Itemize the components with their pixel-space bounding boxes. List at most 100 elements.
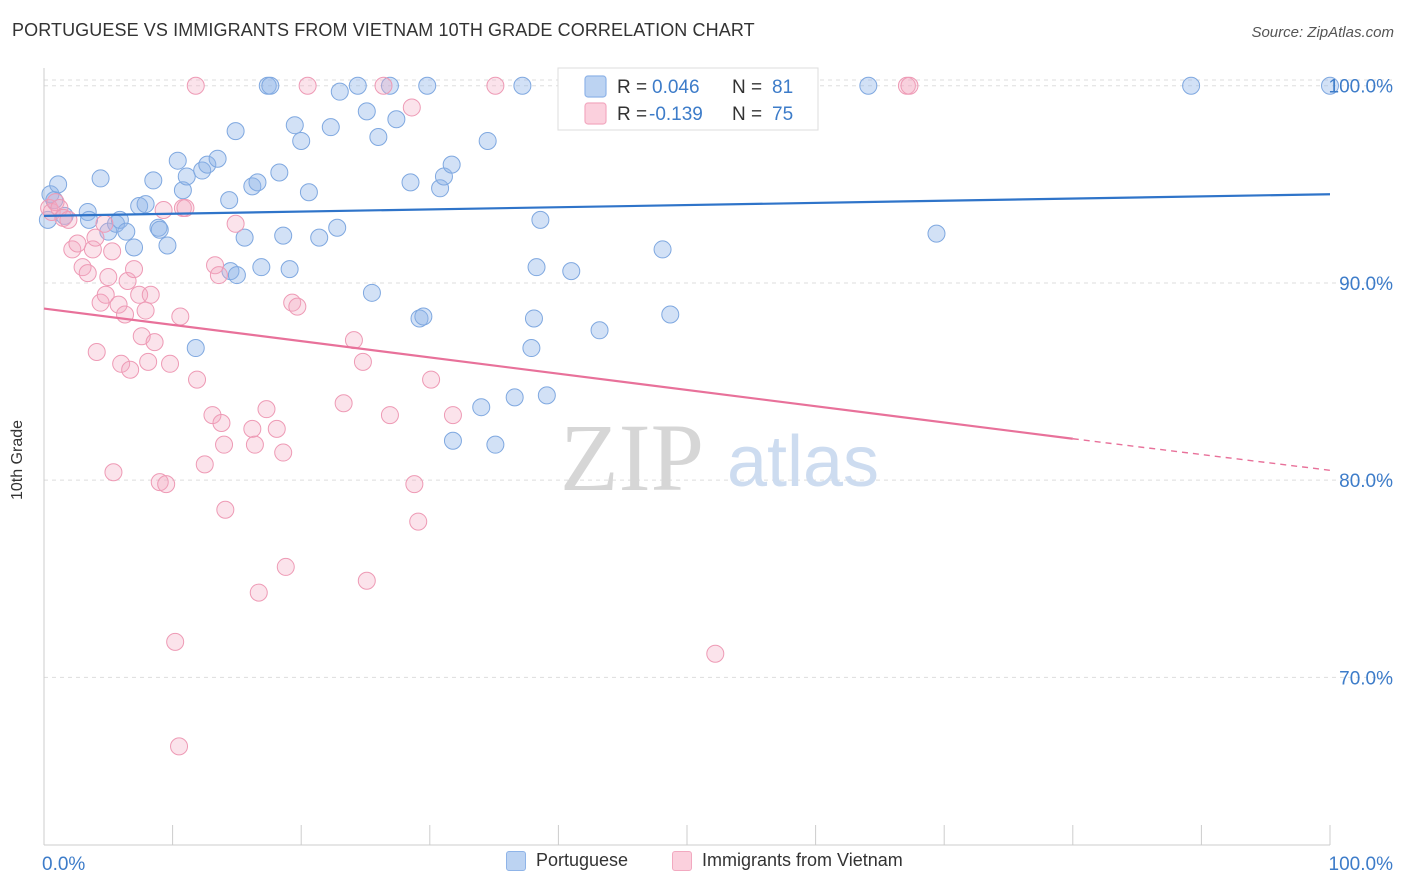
bottom-legend-swatch-vietnam (672, 850, 692, 871)
point-vietnam (203, 406, 222, 425)
legend-swatch-portuguese (584, 75, 607, 98)
x-tick-label-min: 0.0% (42, 854, 85, 875)
gridlines (44, 79, 1392, 678)
bottom-legend-label-vietnam: Immigrants from Vietnam (702, 850, 903, 870)
point-portuguese (414, 307, 433, 326)
point-vietnam (334, 394, 353, 413)
point-portuguese (927, 224, 946, 243)
point-portuguese (235, 228, 254, 247)
point-portuguese (285, 116, 304, 135)
point-portuguese (252, 258, 271, 277)
point-vietnam (706, 644, 725, 663)
point-portuguese (125, 238, 144, 257)
trendline-vietnam (43, 307, 1073, 440)
point-vietnam (125, 260, 144, 279)
point-portuguese (91, 169, 110, 188)
point-portuguese (310, 228, 329, 247)
point-portuguese (527, 258, 546, 277)
bottom-legend-portuguese[interactable]: Portuguese (506, 850, 628, 871)
point-vietnam (73, 258, 92, 277)
point-portuguese (562, 262, 581, 281)
y-tick-label: 100.0% (1329, 77, 1394, 98)
point-portuguese (193, 161, 212, 180)
point-portuguese (531, 210, 550, 229)
point-vietnam (157, 475, 176, 494)
legend-swatch-vietnam (584, 102, 607, 125)
bottom-legend: Portuguese Immigrants from Vietnam (0, 850, 1406, 880)
point-portuguese (401, 173, 420, 192)
bottom-legend-vietnam[interactable]: Immigrants from Vietnam (672, 850, 903, 871)
source-label: Source: ZipAtlas.com (1251, 24, 1394, 41)
point-vietnam (900, 76, 919, 95)
legend-n-value-1: 81 (772, 77, 793, 98)
legend-r-value-2: -0.139 (649, 104, 703, 125)
point-vietnam (215, 435, 234, 454)
point-portuguese (442, 155, 461, 174)
point-vietnam (486, 76, 505, 95)
point-portuguese (1182, 76, 1201, 95)
watermark: ZIP atlas (560, 404, 879, 511)
point-vietnam (276, 557, 295, 576)
point-vietnam (154, 200, 173, 219)
point-vietnam (78, 264, 97, 283)
trendline-vietnam-extension (1072, 438, 1331, 471)
point-portuguese (49, 175, 68, 194)
point-portuguese (505, 388, 524, 407)
point-vietnam (186, 76, 205, 95)
point-vietnam (353, 352, 372, 371)
point-vietnam (195, 455, 214, 474)
point-vietnam (103, 242, 122, 261)
bottom-legend-label-portuguese: Portuguese (536, 850, 629, 870)
point-vietnam (145, 333, 164, 352)
point-vietnam (422, 370, 441, 389)
point-portuguese (486, 435, 505, 454)
point-portuguese (299, 183, 318, 202)
point-portuguese (158, 236, 177, 255)
point-portuguese (270, 163, 289, 182)
legend-r-label-1: R = (617, 77, 647, 98)
point-portuguese (261, 76, 280, 95)
point-vietnam (112, 354, 131, 373)
point-vietnam (176, 199, 195, 218)
point-vietnam (288, 297, 307, 316)
point-vietnam (267, 419, 286, 438)
point-vietnam (216, 500, 235, 519)
point-portuguese (478, 131, 497, 150)
point-vietnam (118, 271, 137, 290)
y-tick-label: 80.0% (1339, 471, 1393, 492)
point-portuguese (248, 173, 267, 192)
point-vietnam (59, 210, 78, 229)
point-vietnam (226, 214, 245, 233)
point-portuguese (80, 210, 99, 229)
point-portuguese (186, 339, 205, 358)
point-vietnam (243, 419, 262, 438)
point-vietnam (150, 473, 169, 492)
point-portuguese (472, 398, 491, 417)
point-vietnam (141, 285, 160, 304)
point-vietnam (374, 76, 393, 95)
point-vietnam (87, 342, 106, 361)
point-portuguese (226, 122, 245, 141)
point-portuguese (357, 102, 376, 121)
x-tick-label-max: 100.0% (1329, 854, 1394, 875)
point-portuguese (280, 260, 299, 279)
trendline-portuguese (43, 193, 1331, 218)
point-portuguese (859, 76, 878, 95)
point-portuguese (369, 128, 388, 147)
point-portuguese (150, 220, 169, 239)
trendlines (43, 193, 1331, 471)
point-vietnam (95, 214, 114, 233)
legend-n-label-1: N = (732, 77, 762, 98)
point-vietnam (209, 266, 228, 285)
x-tick-labels: 0.0% 100.0% (42, 854, 1393, 875)
point-portuguese (328, 218, 347, 237)
point-portuguese (380, 76, 399, 95)
point-vietnam (380, 406, 399, 425)
point-portuguese (292, 131, 311, 150)
point-portuguese (443, 431, 462, 450)
point-vietnam (405, 475, 424, 494)
point-portuguese (227, 266, 246, 285)
point-vietnam (139, 352, 158, 371)
point-vietnam (274, 443, 293, 462)
